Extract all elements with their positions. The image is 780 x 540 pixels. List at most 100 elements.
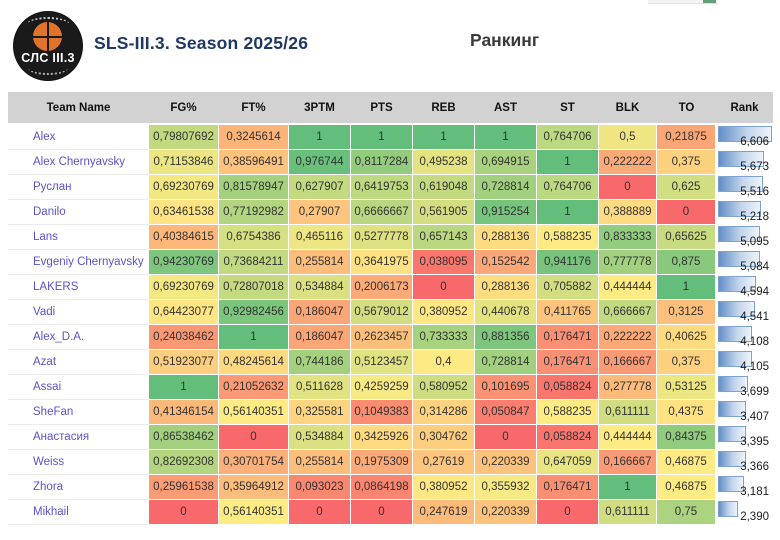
- team-link[interactable]: Mikhail: [8, 499, 149, 525]
- column-header-blk: BLK: [598, 92, 657, 125]
- stat-cell: 0,79807692: [148, 123, 219, 150]
- team-link[interactable]: Lans: [8, 224, 149, 250]
- table-row: Alex_D.A. 0,24038462 1 0,186047 0,2623457 0,7…: [8, 324, 773, 350]
- team-link[interactable]: Руслан: [8, 174, 149, 200]
- stat-cell: 0,657143: [412, 224, 475, 250]
- stat-cell: 0,27907: [288, 199, 351, 225]
- team-link[interactable]: Alex Chernyavsky: [8, 149, 149, 175]
- stat-cell: 0,440678: [474, 299, 537, 325]
- stat-cell: 0,465116: [288, 224, 351, 250]
- stat-cell: 0,222222: [598, 149, 657, 175]
- table-row: Evgeniy Chernyavsky 0,94230769 0,73684211 0…: [8, 249, 773, 275]
- rank-value: 4,594: [740, 286, 769, 298]
- team-link[interactable]: Vadi: [8, 299, 149, 325]
- team-link[interactable]: Assai: [8, 374, 149, 400]
- stat-cell: 0,304762: [412, 424, 475, 450]
- stat-cell: 0,288136: [474, 274, 537, 300]
- team-link[interactable]: Zhora: [8, 474, 149, 500]
- rank-value: 5,673: [740, 161, 769, 173]
- stat-cell: 0,050847: [474, 399, 537, 425]
- team-link[interactable]: LAKERS: [8, 274, 149, 300]
- stat-cell: 1: [218, 324, 289, 350]
- stat-cell: 0,4: [412, 349, 475, 375]
- stat-cell: 0,25961538: [148, 474, 219, 500]
- team-link[interactable]: Alex: [8, 123, 149, 150]
- stat-cell: 0,4259259: [350, 374, 413, 400]
- rank-bar: [719, 376, 749, 392]
- rank-bar: [719, 201, 761, 217]
- stat-cell: 0,375: [656, 349, 717, 375]
- stat-cell: 0,77192982: [218, 199, 289, 225]
- stat-cell: 1: [474, 123, 537, 150]
- stat-cell: 0,72807018: [218, 274, 289, 300]
- column-header-3ptm: 3PTM: [288, 92, 351, 125]
- stat-cell: 0,86538462: [148, 424, 219, 450]
- stat-cell: 0,764706: [536, 174, 599, 200]
- stat-cell: 0,764706: [536, 123, 599, 150]
- stat-cell: 0,5277778: [350, 224, 413, 250]
- stat-cell: 0,380952: [412, 474, 475, 500]
- stat-cell: 0,176471: [536, 474, 599, 500]
- rank-cell: 3,407: [715, 399, 773, 425]
- team-link[interactable]: Danilo: [8, 199, 149, 225]
- stat-cell: 0,166667: [598, 349, 657, 375]
- rank-bar: [719, 251, 760, 267]
- stat-cell: 0,038095: [412, 249, 475, 275]
- stat-cell: 0,152542: [474, 249, 537, 275]
- logo-arc-top-decoration: [26, 17, 70, 33]
- stat-cell: 0,51923077: [148, 349, 219, 375]
- team-link[interactable]: Weiss: [8, 449, 149, 475]
- column-header-reb: REB: [412, 92, 475, 125]
- stat-cell: 0,705882: [536, 274, 599, 300]
- stat-cell: 0,2006173: [350, 274, 413, 300]
- stat-cell: 0,84375: [656, 424, 717, 450]
- rank-cell: 3,366: [715, 449, 773, 475]
- stat-cell: 0,3425926: [350, 424, 413, 450]
- stat-cell: 0,27619: [412, 449, 475, 475]
- stat-cell: 0,92982456: [218, 299, 289, 325]
- team-link[interactable]: Анастасия: [8, 424, 149, 450]
- stat-cell: 0,6666667: [350, 199, 413, 225]
- rank-bar: [719, 501, 738, 517]
- stat-cell: 0,444444: [598, 274, 657, 300]
- stat-cell: 0,733333: [412, 324, 475, 350]
- stat-cell: 1: [656, 274, 717, 300]
- rank-cell: 5,084: [715, 249, 773, 275]
- team-link[interactable]: Evgeniy Chernyavsky: [8, 249, 149, 275]
- logo-arc-bottom-decoration: [28, 61, 68, 75]
- column-header-rank: Rank: [716, 92, 773, 125]
- stat-cell: 0,3125: [656, 299, 717, 325]
- rank-cell: 3,699: [715, 374, 773, 400]
- league-logo: СЛС III.3: [14, 12, 82, 80]
- stat-cell: 0: [474, 424, 537, 450]
- stat-cell: 0,777778: [598, 249, 657, 275]
- stat-cell: 0,388889: [598, 199, 657, 225]
- rank-cell: 5,516: [715, 174, 773, 200]
- table-row: Mikhail 0 0,56140351 0 0 0,247619 0,220339 0 0,6…: [8, 499, 773, 525]
- rank-value: 4,541: [740, 311, 769, 323]
- stat-cell: 0,3245614: [218, 123, 289, 150]
- rank-bar: [719, 176, 764, 192]
- stat-cell: 0: [598, 174, 657, 200]
- stat-cell: 0,41346154: [148, 399, 219, 425]
- stat-cell: 0,941176: [536, 249, 599, 275]
- rank-value: 4,108: [740, 336, 769, 348]
- rank-bar: [719, 326, 752, 342]
- team-link[interactable]: Azat: [8, 349, 149, 375]
- team-link[interactable]: SheFan: [8, 399, 149, 425]
- stat-cell: 0,277778: [598, 374, 657, 400]
- stat-cell: 0,53125: [656, 374, 717, 400]
- stat-cell: 0,2623457: [350, 324, 413, 350]
- rank-bar: [719, 401, 746, 417]
- team-link[interactable]: Alex_D.A.: [8, 324, 149, 350]
- rank-cell: 4,105: [715, 349, 773, 375]
- stat-cell: 0,625: [656, 174, 717, 200]
- rank-value: 5,095: [740, 236, 769, 248]
- stat-cell: 0,255814: [288, 249, 351, 275]
- stat-cell: 0,611111: [598, 499, 657, 525]
- table-row: Руслан 0,69230769 0,81578947 0,627907 0,6419…: [8, 174, 773, 200]
- table-row: Azat 0,51923077 0,48245614 0,744186 0,512345…: [8, 349, 773, 375]
- rank-bar: [719, 151, 765, 167]
- stat-cell: 0,220339: [474, 449, 537, 475]
